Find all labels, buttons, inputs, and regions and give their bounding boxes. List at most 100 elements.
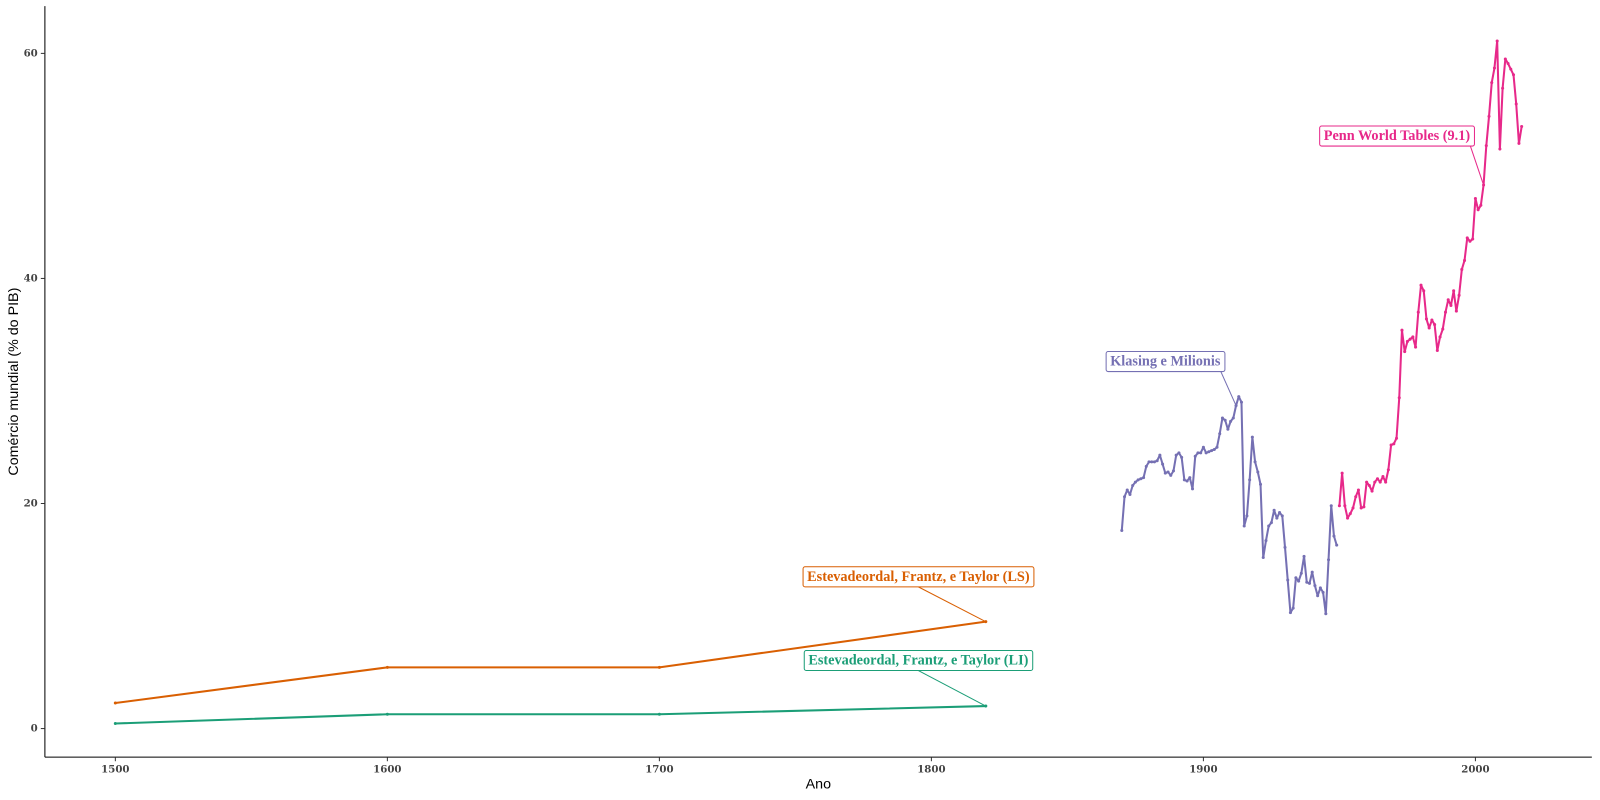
data-point — [1326, 558, 1331, 562]
data-point — [1264, 539, 1268, 543]
data-point — [1414, 345, 1418, 349]
data-point — [1362, 505, 1366, 509]
data-point — [1335, 543, 1339, 547]
data-point — [1161, 462, 1165, 466]
data-point — [1163, 471, 1167, 475]
data-point — [1479, 203, 1483, 207]
data-point — [1199, 451, 1203, 455]
data-point — [1267, 524, 1271, 528]
data-point — [1389, 443, 1393, 447]
data-point — [1215, 445, 1219, 449]
data-point — [1441, 327, 1445, 331]
data-point — [1354, 495, 1358, 499]
data-point — [1125, 488, 1129, 492]
data-point — [1454, 309, 1458, 313]
data-point — [1473, 197, 1477, 201]
data-point — [1520, 124, 1524, 129]
data-point — [1196, 451, 1200, 455]
data-point — [1503, 57, 1507, 61]
data-point — [1416, 310, 1420, 314]
data-point — [1122, 495, 1127, 499]
data-point — [1340, 471, 1344, 475]
data-point — [1142, 476, 1146, 480]
data-point — [1501, 86, 1505, 90]
data-point — [1305, 580, 1309, 584]
data-point — [1498, 147, 1502, 151]
series-label: Penn World Tables (9.1) — [1324, 128, 1471, 144]
y-tick-label: 0 — [31, 723, 38, 735]
data-point — [1275, 516, 1279, 520]
data-point — [1136, 478, 1140, 482]
data-point — [1171, 469, 1176, 473]
label-leader — [1469, 145, 1485, 186]
data-point — [1152, 460, 1156, 464]
data-point — [1158, 453, 1162, 457]
data-point — [1370, 489, 1374, 493]
data-point — [1324, 612, 1328, 616]
data-point — [1139, 477, 1143, 481]
data-point — [1182, 478, 1186, 482]
data-point — [1120, 528, 1124, 533]
data-point — [1446, 298, 1450, 302]
data-point — [1316, 594, 1320, 598]
data-point — [1457, 293, 1461, 297]
data-point — [1128, 492, 1132, 497]
y-tick-label: 40 — [24, 272, 38, 284]
data-point — [1294, 576, 1298, 580]
data-point — [1204, 451, 1208, 455]
data-point — [1495, 39, 1499, 43]
data-point — [1180, 455, 1184, 459]
x-axis-title: Ano — [806, 776, 831, 792]
y-axis-title: Comércio mundial (% do PIB) — [6, 288, 22, 476]
data-point — [1258, 482, 1263, 486]
data-point — [385, 665, 389, 669]
label-leader — [1220, 371, 1237, 406]
data-point — [1514, 102, 1518, 106]
data-point — [1438, 335, 1442, 339]
data-point — [1223, 418, 1227, 422]
data-point — [1506, 61, 1510, 66]
data-point — [1400, 328, 1404, 332]
series-label: Estevadeordal, Frantz, e Taylor (LI) — [808, 653, 1028, 669]
label-leader — [918, 670, 987, 707]
data-point — [1329, 504, 1333, 508]
y-tick-label: 20 — [24, 498, 38, 510]
data-point — [1378, 480, 1382, 484]
data-point — [1321, 590, 1325, 594]
label-box — [1319, 125, 1475, 147]
data-point — [1381, 474, 1385, 479]
data-point — [1397, 396, 1401, 400]
data-point — [1517, 141, 1521, 145]
data-point — [1386, 468, 1390, 472]
data-point — [1261, 555, 1265, 560]
data-point — [1452, 289, 1456, 293]
data-point — [1356, 488, 1360, 492]
data-point — [1188, 476, 1192, 480]
data-point — [1245, 514, 1249, 518]
data-point — [1408, 337, 1412, 341]
x-tick-label: 1700 — [645, 763, 673, 775]
data-point — [1332, 534, 1336, 538]
data-point — [1291, 606, 1295, 610]
data-point — [1463, 258, 1467, 262]
data-point — [1310, 570, 1314, 574]
data-point — [1375, 477, 1380, 481]
data-point — [1231, 416, 1235, 420]
x-tick-label: 1500 — [101, 763, 129, 775]
x-tick-label: 1900 — [1189, 763, 1217, 775]
data-point — [1280, 514, 1284, 518]
data-point — [1471, 237, 1475, 241]
data-point — [1351, 506, 1355, 510]
data-point — [1177, 451, 1181, 455]
data-point — [1212, 447, 1216, 452]
data-point — [1288, 611, 1292, 615]
x-tick-label: 1600 — [373, 763, 401, 775]
data-point — [1343, 504, 1347, 508]
data-point — [1229, 419, 1233, 423]
data-point — [1220, 416, 1224, 420]
data-point — [1144, 464, 1148, 468]
data-point — [1169, 473, 1173, 477]
data-point — [1422, 289, 1426, 293]
data-point — [1367, 483, 1371, 488]
